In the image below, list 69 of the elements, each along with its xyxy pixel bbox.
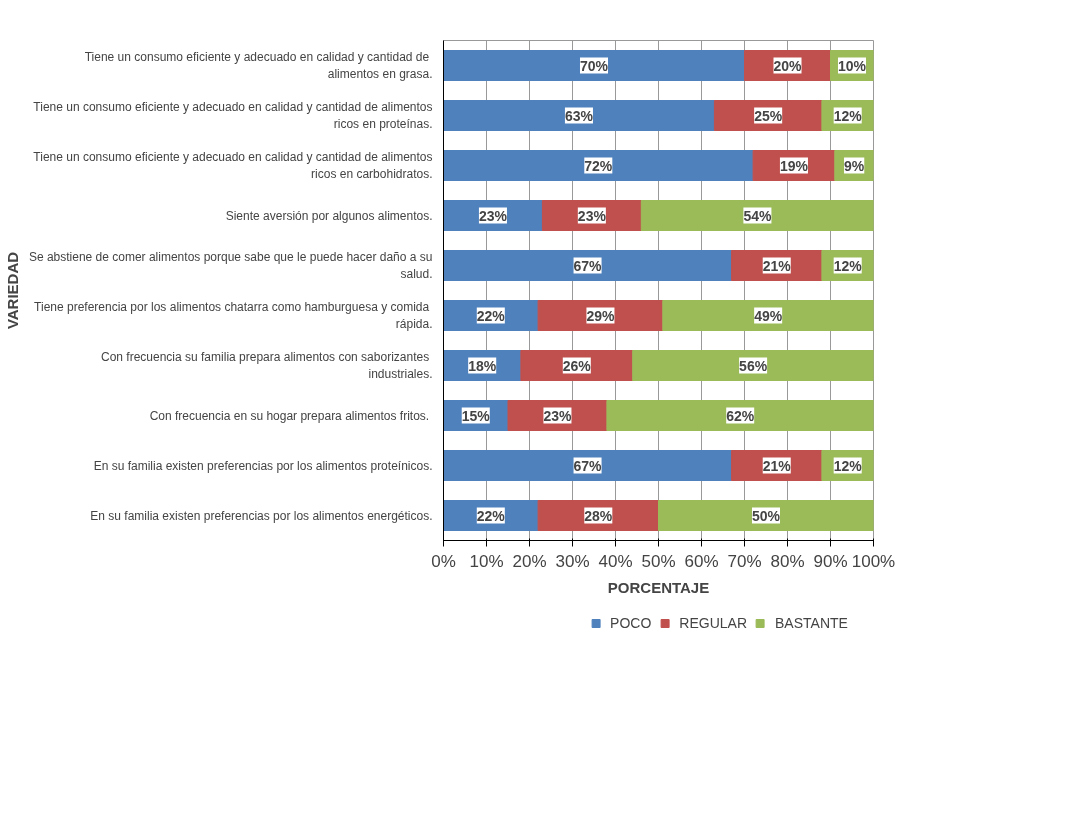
- data-label: 22%: [476, 307, 506, 324]
- bar: [443, 50, 745, 81]
- y-axis-title: VARIEDAD: [3, 251, 21, 330]
- data-label: 10%: [837, 57, 867, 74]
- y-tick-label: Tiene preferencia por los alimentos chatarra como hamburguesa y comida rápida.: [34, 300, 433, 331]
- y-tick-label: En su familia existen preferencias por los alimentos energéticos.: [90, 508, 433, 523]
- x-tick-label: 60%: [684, 551, 719, 571]
- bar: [443, 450, 733, 481]
- x-tick-label: 20%: [512, 551, 547, 571]
- data-label: 21%: [762, 257, 792, 274]
- data-label: 23%: [478, 207, 508, 224]
- data-label: 21%: [762, 457, 792, 474]
- data-label: 54%: [743, 207, 772, 224]
- y-tick-label: Tiene un consumo eficiente y adecuado en calidad y cantidad de alimentos ricos en proteínas.: [33, 100, 433, 131]
- y-tick-label: Con frecuencia su familia prepara alimentos con saborizantes industriales.: [100, 350, 433, 381]
- x-tick-label: 50%: [641, 551, 676, 571]
- data-label: 29%: [586, 307, 616, 324]
- y-tick-label: Tiene un consumo eficiente y adecuado en calidad y cantidad de alimentos en grasa.: [84, 50, 433, 81]
- x-tick-label: 10%: [469, 551, 504, 571]
- y-tick-label: En su familia existen preferencias por los alimentos proteínicos.: [93, 458, 433, 473]
- x-axis-title: PORCENTAJE: [607, 578, 710, 596]
- x-tick-label: 90%: [813, 551, 848, 571]
- x-tick-label: 100%: [851, 551, 896, 571]
- bar: [520, 350, 634, 381]
- y-tick-label: Tiene un consumo eficiente y adecuado en calidad y cantidad de alimentos ricos en carbohidratos.: [33, 150, 433, 181]
- bar: [537, 500, 659, 531]
- bar: [640, 200, 874, 231]
- legend-label: REGULAR: [679, 615, 748, 631]
- data-label: 28%: [584, 507, 613, 524]
- data-label: 25%: [754, 107, 783, 124]
- data-label: 70%: [579, 57, 609, 74]
- bar: [632, 350, 874, 381]
- y-tick-label: Siente aversión por algunos alimentos.: [225, 208, 433, 223]
- data-label: 56%: [739, 357, 768, 374]
- data-label: 72%: [584, 157, 613, 174]
- legend-label: POCO: [610, 615, 652, 631]
- x-tick-label: 30%: [555, 551, 590, 571]
- bar: [537, 300, 664, 331]
- bar: [443, 150, 754, 181]
- data-label: 26%: [562, 357, 592, 374]
- data-label: 12%: [833, 107, 863, 124]
- legend-label: BASTANTE: [775, 615, 848, 631]
- bar: [606, 400, 874, 431]
- x-tick-label: 70%: [727, 551, 762, 571]
- data-label: 20%: [773, 57, 803, 74]
- data-label: 23%: [577, 207, 607, 224]
- bar: [443, 100, 715, 131]
- data-label: 63%: [564, 107, 594, 124]
- data-label: 12%: [833, 257, 863, 274]
- data-label: 9%: [844, 157, 865, 174]
- data-label: 18%: [468, 357, 497, 374]
- y-tick-label: Con frecuencia en su hogar prepara alimentos fritos.: [149, 408, 430, 423]
- data-label: 62%: [726, 407, 755, 424]
- x-tick-label: 40%: [598, 551, 633, 571]
- data-label: 23%: [543, 407, 573, 424]
- data-label: 49%: [754, 307, 783, 324]
- data-label: 19%: [779, 157, 809, 174]
- bar: [443, 250, 733, 281]
- bar: [662, 300, 874, 331]
- bar: [658, 500, 874, 531]
- data-label: 12%: [833, 457, 863, 474]
- data-label: 67%: [573, 257, 603, 274]
- y-tick-label: Se abstiene de comer alimentos porque sabe que le puede hacer daño a su salud.: [28, 250, 433, 281]
- data-label: 50%: [751, 507, 781, 524]
- x-tick-label: 80%: [770, 551, 805, 571]
- data-label: 67%: [573, 457, 603, 474]
- data-label: 15%: [461, 407, 491, 424]
- data-label: 22%: [476, 507, 506, 524]
- x-tick-label: 0%: [431, 551, 456, 571]
